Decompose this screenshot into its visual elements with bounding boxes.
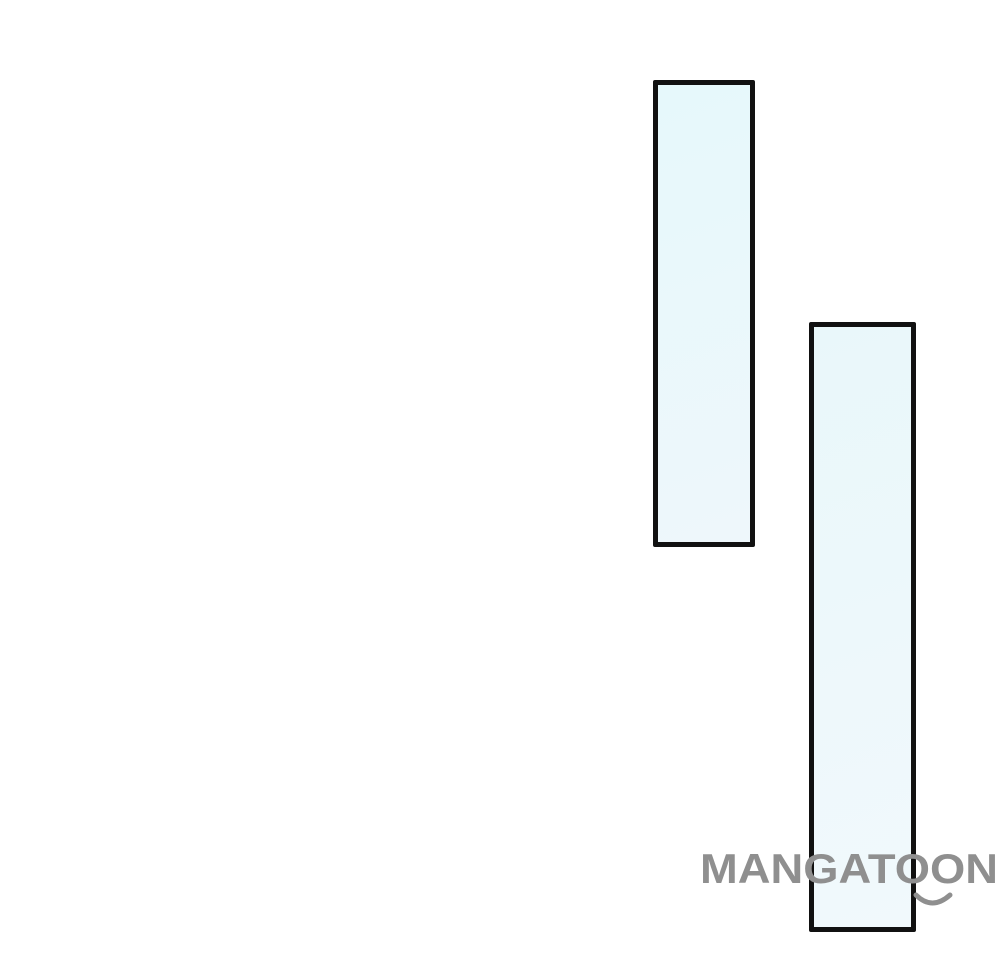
watermark-logo: MANGATOON — [700, 843, 1000, 913]
watermark-logo-svg: MANGATOON — [700, 845, 998, 906]
panel-lower — [809, 322, 916, 932]
panel-upper — [653, 80, 755, 547]
watermark-smile-icon — [913, 892, 953, 906]
watermark-text: MANGATOON — [700, 845, 998, 892]
